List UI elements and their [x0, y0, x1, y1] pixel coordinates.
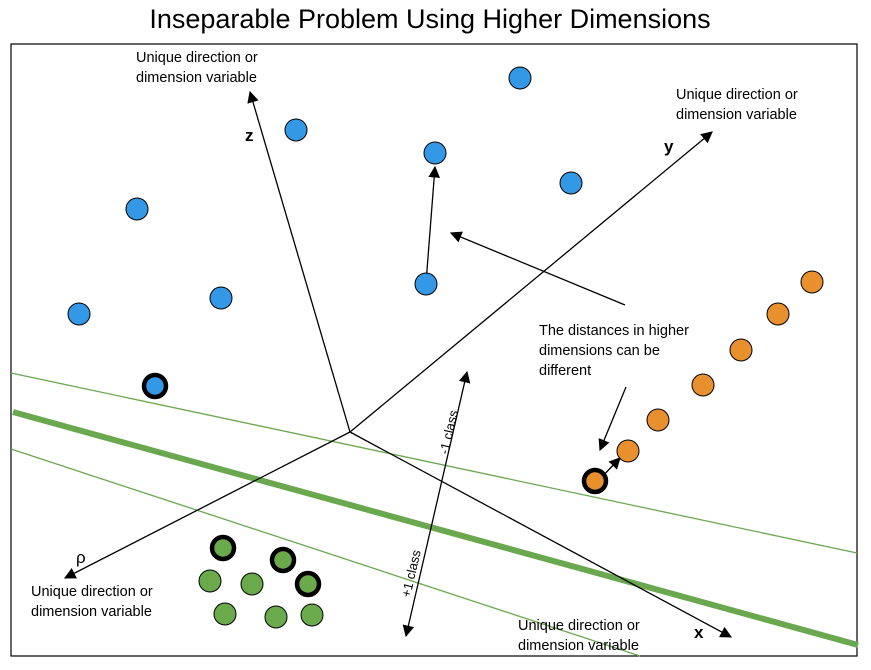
orange-point [800, 270, 824, 294]
x-dimension-label-line2: dimension variable [518, 638, 639, 654]
blue-points [67, 66, 583, 400]
green-support-vector [294, 570, 322, 598]
rho-dimension-label-line2: dimension variable [31, 604, 152, 620]
orange-point [646, 408, 670, 432]
green-points [198, 534, 324, 629]
green-support-vector [209, 534, 237, 562]
margin-double-arrow [402, 370, 471, 638]
distances-note-line3: different [539, 363, 591, 379]
orange-point [691, 373, 715, 397]
green-support-vector [269, 546, 297, 574]
y-axis [349, 131, 713, 433]
blue-point [414, 272, 438, 296]
rho-axis-label: ρ [76, 548, 86, 567]
rho-dimension-label-line1: Unique direction or [31, 584, 153, 600]
distances-note-line1: The distances in higher [539, 323, 689, 339]
blue-support-vector [141, 372, 169, 400]
blue-point [284, 118, 308, 142]
orange-support-vector [581, 467, 609, 495]
blue-point [508, 66, 532, 90]
blue-point [67, 302, 91, 326]
z-dimension-label-line1: Unique direction or [136, 50, 258, 66]
blue-point [209, 286, 233, 310]
orange-point [729, 338, 753, 362]
green-point [213, 602, 237, 626]
blue-lift-arrow [425, 165, 441, 284]
z-dimension-label-line2: dimension variable [136, 70, 257, 86]
diagram-frame [10, 43, 858, 657]
distances-note-line2: dimensions can be [539, 343, 660, 359]
z-axis [247, 90, 351, 433]
blue-point [559, 171, 583, 195]
x-axis-label: x [694, 623, 704, 642]
distances-down-arrow [598, 386, 627, 452]
diagram-title: Inseparable Problem Using Higher Dimensi… [149, 4, 711, 34]
orange-point [766, 302, 790, 326]
orange-points [581, 270, 824, 495]
z-axis-label: z [245, 126, 254, 145]
green-point [300, 603, 324, 627]
y-dimension-label-line1: Unique direction or [676, 87, 798, 103]
x-dimension-label-line1: Unique direction or [518, 618, 640, 634]
x-axis [349, 431, 733, 638]
rho-axis [63, 431, 351, 579]
green-point [240, 572, 264, 596]
orange-point [616, 439, 640, 463]
y-axis-label: y [664, 137, 674, 156]
blue-point [125, 197, 149, 221]
green-point [264, 605, 288, 629]
margin-line-lower [10, 448, 641, 657]
distances-pointer-arrow [449, 231, 626, 306]
blue-point [423, 141, 447, 165]
minus-class-label: -1 class [436, 408, 461, 456]
y-dimension-label-line2: dimension variable [676, 107, 797, 123]
green-point [198, 569, 222, 593]
